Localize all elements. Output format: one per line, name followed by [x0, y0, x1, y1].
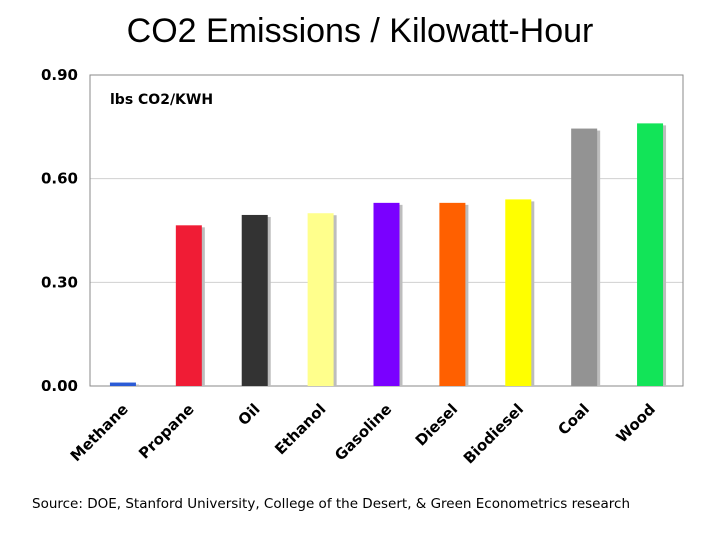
- y-axis-ticks: 0.00 0.30 0.60 0.90: [41, 66, 78, 395]
- bar-biodiesel: [505, 199, 532, 386]
- x-tick-label: Coal: [554, 400, 593, 439]
- y-tick-label: 0.00: [41, 377, 78, 395]
- x-tick-label: Oil: [235, 400, 264, 429]
- x-tick-label: Methane: [67, 400, 132, 465]
- bar-coal: [571, 128, 598, 387]
- y-tick-label: 0.60: [41, 170, 78, 188]
- x-axis-labels: Methane Propane Oil Ethanol Gasoline DieselBi…: [67, 400, 659, 467]
- bar-oil: [241, 214, 268, 386]
- x-tick-label: Biodiesel: [460, 400, 527, 467]
- x-tick-label: Wood: [613, 400, 659, 446]
- bar-diesel: [439, 202, 466, 386]
- y-tick-label: 0.30: [41, 273, 78, 291]
- x-tick-label: Propane: [135, 400, 198, 463]
- x-tick-label: Diesel: [412, 400, 462, 450]
- bar-ethanol: [307, 213, 334, 386]
- x-tick-label: Gasoline: [331, 400, 395, 464]
- source-note: Source: DOE, Stanford University, Colleg…: [32, 496, 630, 512]
- chart-title: CO2 Emissions / Kilowatt-Hour: [126, 12, 594, 50]
- x-tick-label: Ethanol: [271, 400, 329, 458]
- bar-methane: [109, 382, 136, 386]
- bar-gasoline: [373, 202, 400, 386]
- y-tick-label: 0.90: [41, 66, 78, 84]
- unit-label: lbs CO2/KWH: [110, 92, 213, 108]
- bar-wood: [637, 123, 664, 386]
- bars: [109, 123, 667, 387]
- bar-propane: [175, 225, 202, 386]
